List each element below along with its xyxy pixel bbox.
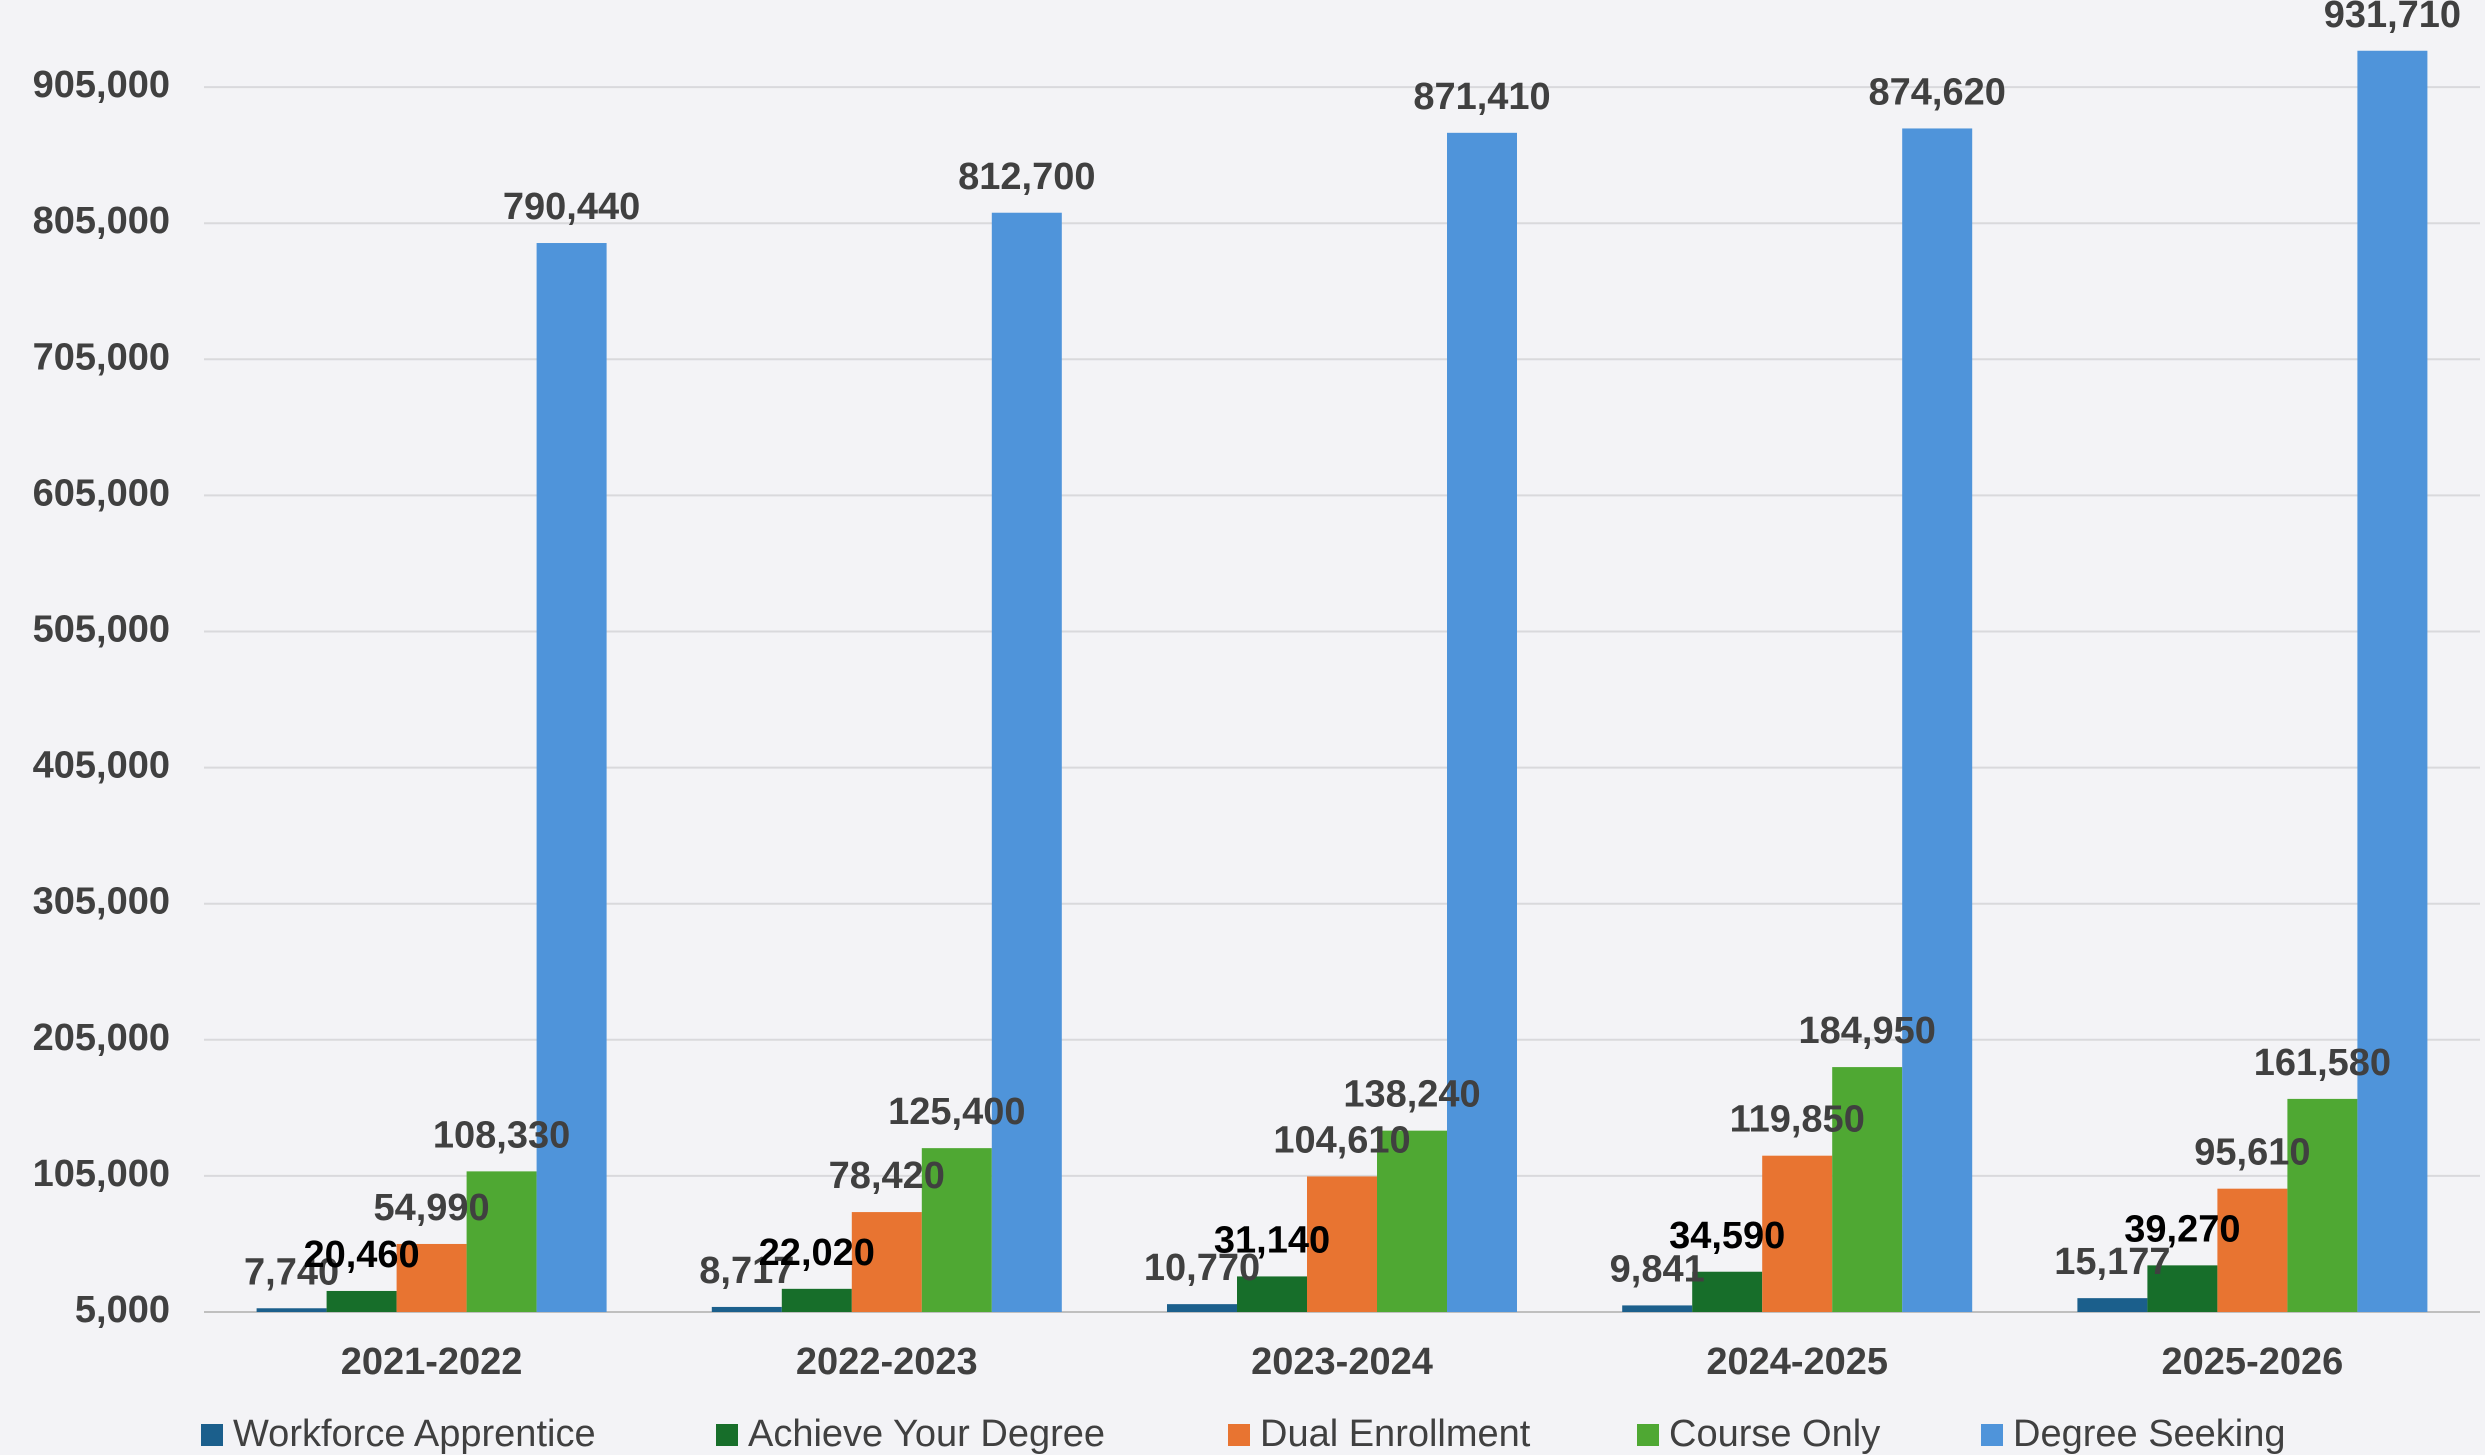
y-tick-label: 905,000 (33, 64, 170, 106)
bar (781, 1288, 852, 1312)
bar (2147, 1265, 2218, 1312)
data-label: 31,140 (1214, 1219, 1330, 1261)
data-label: 10,770 (1144, 1247, 1260, 1289)
data-label: 20,460 (303, 1234, 419, 1276)
data-label: 95,610 (2194, 1132, 2310, 1174)
y-tick-label: 805,000 (33, 200, 170, 242)
data-label: 871,410 (1413, 76, 1550, 118)
bar (2357, 50, 2428, 1312)
data-label: 104,610 (1273, 1119, 1410, 1161)
bar (1622, 1305, 1693, 1312)
bar (2077, 1298, 2148, 1312)
legend-swatch (1637, 1424, 1659, 1446)
bar (2287, 1098, 2358, 1312)
bar (1902, 128, 1973, 1312)
legend-swatch (1981, 1424, 2003, 1446)
x-tick-label: 2023-2024 (1251, 1341, 1433, 1383)
bar (396, 1243, 467, 1312)
bar (921, 1148, 992, 1312)
bar (1692, 1271, 1763, 1312)
data-label: 78,420 (829, 1155, 945, 1197)
data-label: 931,710 (2324, 0, 2461, 36)
bar (711, 1306, 782, 1312)
bar (2217, 1188, 2288, 1312)
data-label: 119,850 (1730, 1099, 1865, 1141)
legend-label: Achieve Your Degree (748, 1413, 1105, 1455)
y-tick-label: 405,000 (33, 745, 170, 787)
legend-label: Dual Enrollment (1260, 1413, 1531, 1455)
data-label: 54,990 (373, 1187, 489, 1229)
x-tick-label: 2024-2025 (1706, 1341, 1888, 1383)
data-label: 138,240 (1343, 1074, 1480, 1116)
bar (1447, 132, 1517, 1312)
y-tick-label: 505,000 (33, 609, 170, 651)
bar (1307, 1176, 1377, 1312)
x-tick-label: 2021-2022 (341, 1341, 523, 1383)
bar (1832, 1067, 1903, 1312)
legend-label: Workforce Apprentice (233, 1413, 596, 1455)
data-label: 39,270 (2124, 1208, 2240, 1250)
y-tick-label: 305,000 (33, 881, 170, 923)
bar (1237, 1276, 1307, 1312)
y-tick-label: 5,000 (75, 1289, 170, 1331)
bar (851, 1212, 922, 1312)
legend-swatch (716, 1424, 738, 1446)
data-label: 790,440 (503, 186, 640, 228)
y-tick-label: 705,000 (33, 336, 170, 378)
legend-label: Degree Seeking (2013, 1413, 2286, 1455)
data-label: 9,841 (1610, 1248, 1705, 1290)
data-label: 184,950 (1799, 1010, 1936, 1052)
legend-label: Course Only (1669, 1413, 1880, 1455)
data-label: 7,740 (244, 1251, 339, 1293)
data-label: 22,020 (759, 1232, 875, 1274)
legend-swatch (201, 1424, 223, 1446)
data-label: 108,330 (433, 1114, 570, 1156)
data-label: 34,590 (1669, 1215, 1785, 1257)
bar (256, 1308, 327, 1312)
legend-swatch (1228, 1424, 1250, 1446)
data-label: 125,400 (888, 1091, 1025, 1133)
y-tick-label: 605,000 (33, 472, 170, 514)
y-tick-label: 205,000 (33, 1017, 170, 1059)
data-label: 874,620 (1869, 71, 2006, 113)
bar (1377, 1130, 1447, 1312)
bar (326, 1290, 397, 1312)
data-label: 15,177 (2054, 1241, 2170, 1283)
x-tick-label: 2025-2026 (2162, 1341, 2344, 1383)
data-label: 8,717 (699, 1250, 794, 1292)
bar (991, 212, 1062, 1313)
x-tick-label: 2022-2023 (796, 1341, 978, 1383)
bar (466, 1171, 537, 1312)
bar (1167, 1304, 1237, 1312)
data-label: 161,580 (2254, 1042, 2391, 1084)
data-label: 812,700 (958, 156, 1095, 198)
bar (1762, 1155, 1833, 1312)
y-tick-label: 105,000 (33, 1153, 170, 1195)
bar (536, 243, 607, 1313)
